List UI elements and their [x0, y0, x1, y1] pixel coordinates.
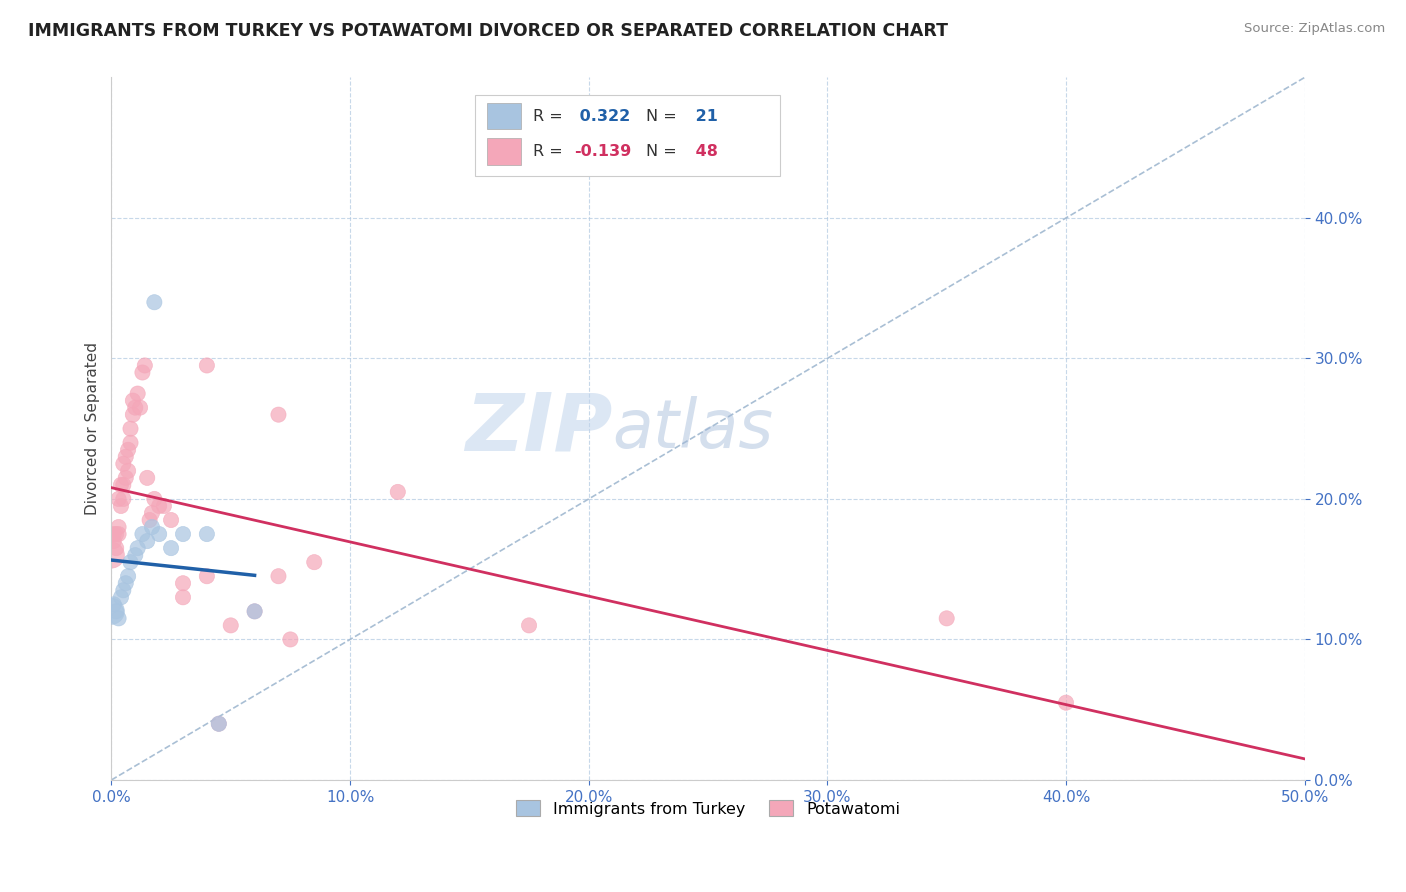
Text: N =: N =	[645, 109, 682, 124]
Point	[243, 604, 266, 618]
Point	[148, 527, 170, 541]
Point	[219, 618, 242, 632]
Point	[100, 604, 122, 618]
Point	[153, 499, 176, 513]
Point	[160, 513, 183, 527]
Text: Source: ZipAtlas.com: Source: ZipAtlas.com	[1244, 22, 1385, 36]
Point	[208, 716, 231, 731]
Point	[138, 513, 160, 527]
Point	[136, 471, 159, 485]
Point	[117, 569, 139, 583]
Point	[131, 366, 153, 380]
FancyBboxPatch shape	[488, 103, 520, 129]
Point	[141, 520, 163, 534]
Point	[131, 527, 153, 541]
Point	[935, 611, 957, 625]
Point	[105, 527, 128, 541]
Point	[1054, 696, 1077, 710]
Point	[117, 442, 139, 457]
Text: ZIP: ZIP	[465, 390, 613, 467]
Point	[124, 401, 146, 415]
Point	[114, 450, 136, 464]
Point	[110, 478, 132, 492]
Point	[107, 491, 129, 506]
Point	[114, 576, 136, 591]
Y-axis label: Divorced or Separated: Divorced or Separated	[86, 343, 100, 516]
Point	[112, 583, 135, 598]
Point	[124, 548, 146, 562]
Point	[117, 464, 139, 478]
Point	[136, 534, 159, 549]
Point	[122, 393, 145, 408]
Point	[280, 632, 302, 647]
Point	[122, 408, 145, 422]
Text: 21: 21	[690, 109, 718, 124]
Point	[267, 569, 290, 583]
Point	[160, 541, 183, 555]
Point	[110, 499, 132, 513]
Point	[120, 555, 142, 569]
Point	[208, 716, 231, 731]
Legend: Immigrants from Turkey, Potawatomi: Immigrants from Turkey, Potawatomi	[508, 792, 908, 825]
Point	[267, 408, 290, 422]
Point	[195, 527, 218, 541]
Point	[172, 527, 194, 541]
Point	[112, 478, 135, 492]
Point	[105, 541, 128, 555]
Point	[103, 527, 125, 541]
Point	[195, 359, 218, 373]
Point	[172, 576, 194, 591]
Point	[304, 555, 326, 569]
Point	[387, 484, 409, 499]
Point	[134, 359, 156, 373]
Point	[107, 527, 129, 541]
Point	[127, 386, 149, 401]
Point	[129, 401, 152, 415]
Text: -0.139: -0.139	[575, 144, 631, 159]
Point	[143, 491, 166, 506]
Point	[517, 618, 540, 632]
Text: atlas: atlas	[613, 396, 773, 462]
Text: 0.322: 0.322	[575, 109, 631, 124]
FancyBboxPatch shape	[475, 95, 780, 176]
Point	[114, 471, 136, 485]
Text: R =: R =	[533, 144, 568, 159]
Point	[127, 541, 149, 555]
FancyBboxPatch shape	[488, 138, 520, 164]
Point	[112, 457, 135, 471]
Point	[112, 491, 135, 506]
Point	[110, 591, 132, 605]
Point	[107, 611, 129, 625]
Text: N =: N =	[645, 144, 682, 159]
Text: IMMIGRANTS FROM TURKEY VS POTAWATOMI DIVORCED OR SEPARATED CORRELATION CHART: IMMIGRANTS FROM TURKEY VS POTAWATOMI DIV…	[28, 22, 948, 40]
Text: R =: R =	[533, 109, 568, 124]
Point	[120, 435, 142, 450]
Point	[103, 534, 125, 549]
Point	[100, 548, 122, 562]
Point	[103, 597, 125, 611]
Point	[148, 499, 170, 513]
Point	[120, 422, 142, 436]
Point	[143, 295, 166, 310]
Text: 48: 48	[690, 144, 718, 159]
Point	[243, 604, 266, 618]
Point	[107, 520, 129, 534]
Point	[172, 591, 194, 605]
Point	[105, 604, 128, 618]
Point	[195, 569, 218, 583]
Point	[141, 506, 163, 520]
